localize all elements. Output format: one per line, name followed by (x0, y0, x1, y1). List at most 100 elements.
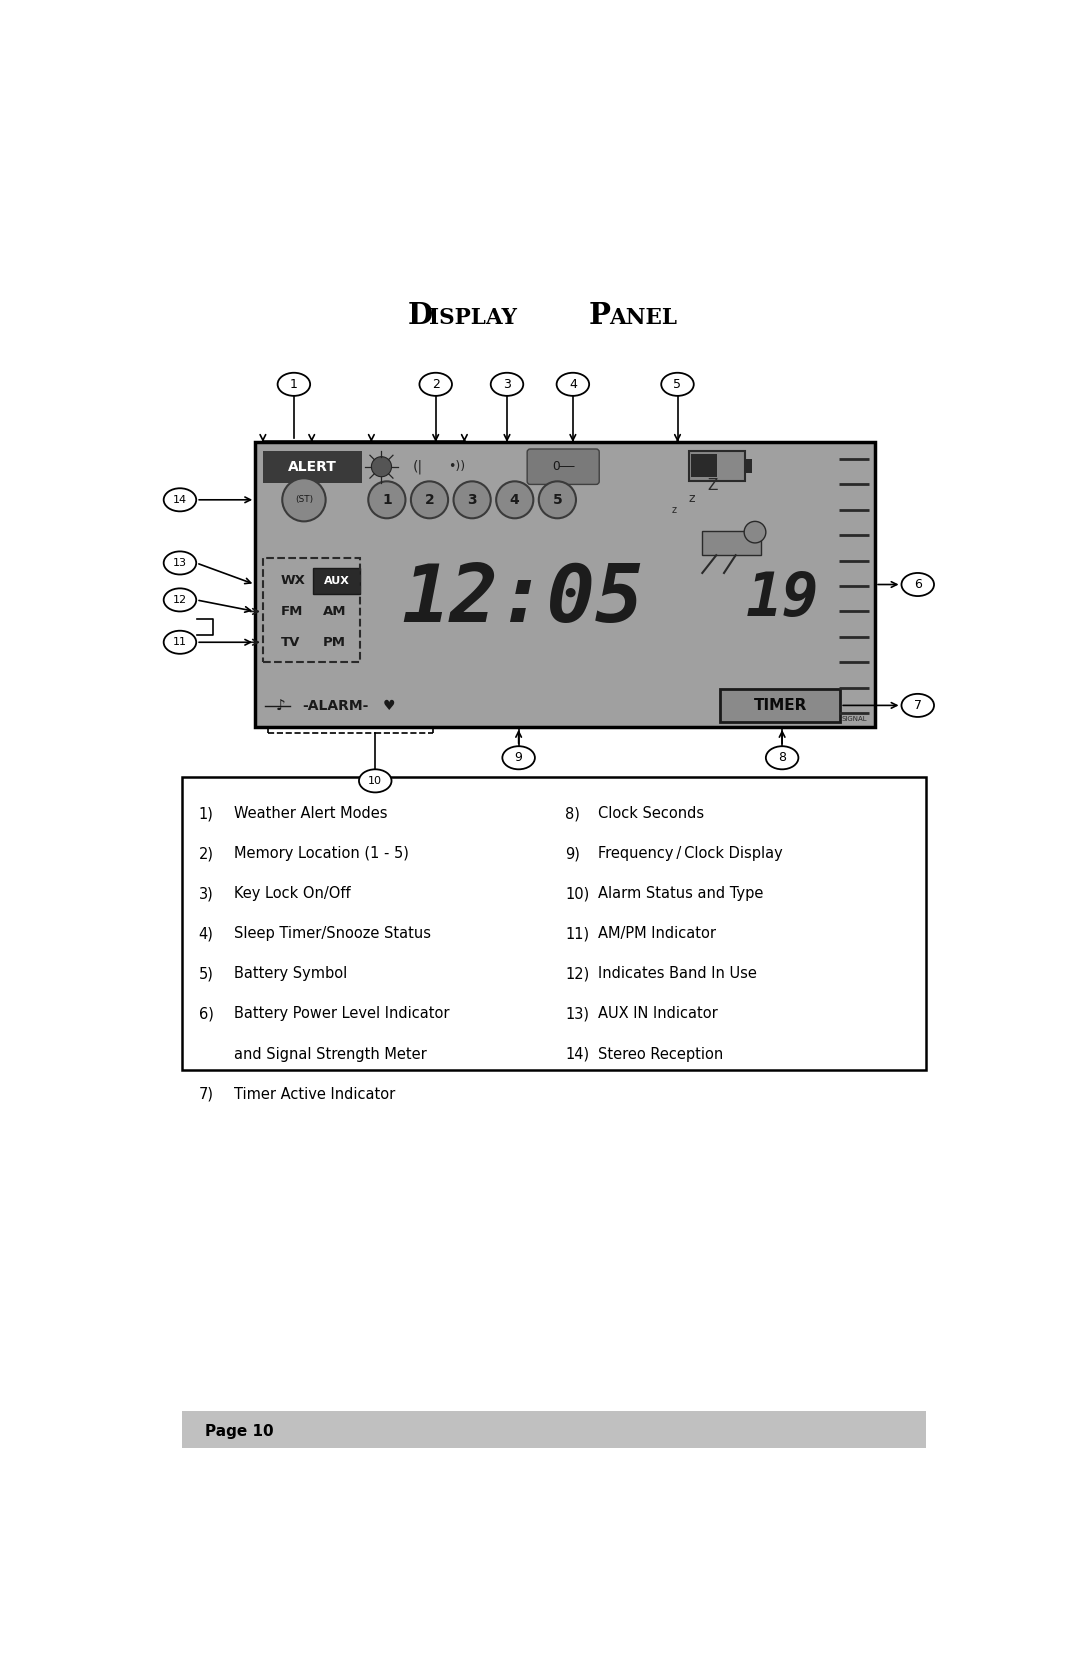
Bar (262, 557, 360, 661)
Ellipse shape (490, 372, 524, 396)
Text: 1: 1 (382, 492, 392, 507)
Text: 12): 12) (565, 966, 590, 981)
Text: 10: 10 (368, 776, 382, 786)
Text: WX: WX (281, 574, 306, 587)
Ellipse shape (359, 769, 392, 793)
Bar (720, 689, 840, 721)
Circle shape (368, 481, 405, 519)
Text: 4: 4 (569, 377, 577, 391)
Circle shape (372, 457, 392, 477)
Text: 13): 13) (565, 1006, 589, 1021)
Text: z: z (688, 492, 694, 504)
Ellipse shape (164, 631, 197, 654)
Ellipse shape (278, 372, 310, 396)
Text: O——: O—— (552, 461, 575, 474)
Ellipse shape (902, 572, 934, 596)
Text: 13: 13 (173, 557, 187, 567)
Text: 9): 9) (565, 846, 580, 861)
Text: ANEL: ANEL (609, 307, 677, 329)
Text: 1: 1 (289, 377, 298, 391)
Text: Sleep Timer/Snooze Status: Sleep Timer/Snooze Status (234, 926, 431, 941)
Text: Stereo Reception: Stereo Reception (598, 1046, 724, 1061)
Ellipse shape (419, 372, 451, 396)
Text: 10): 10) (565, 886, 590, 901)
Text: ♥: ♥ (383, 699, 395, 713)
Text: 12: 12 (173, 594, 187, 604)
Ellipse shape (766, 746, 798, 769)
Text: 8: 8 (778, 751, 786, 764)
Bar (262, 451, 362, 482)
Ellipse shape (661, 372, 693, 396)
Text: FM: FM (281, 604, 303, 618)
Text: Timer Active Indicator: Timer Active Indicator (234, 1087, 395, 1102)
Bar (181, 778, 926, 1070)
Text: 6): 6) (199, 1006, 214, 1021)
Text: Clock Seconds: Clock Seconds (598, 806, 704, 821)
Text: 11): 11) (565, 926, 590, 941)
Text: TIMER: TIMER (754, 698, 807, 713)
Bar (313, 569, 360, 594)
Text: z: z (671, 504, 676, 514)
Text: 2: 2 (424, 492, 434, 507)
Text: 8): 8) (565, 806, 580, 821)
Text: Battery Symbol: Battery Symbol (234, 966, 348, 981)
Ellipse shape (164, 489, 197, 511)
Text: 11: 11 (173, 638, 187, 648)
Text: P: P (589, 300, 610, 329)
Text: 5: 5 (674, 377, 681, 391)
Ellipse shape (502, 746, 535, 769)
Text: 2): 2) (199, 846, 214, 861)
Ellipse shape (902, 694, 934, 718)
Text: Memory Location (1 - 5): Memory Location (1 - 5) (234, 846, 409, 861)
Text: AM/PM Indicator: AM/PM Indicator (598, 926, 716, 941)
Text: Alarm Status and Type: Alarm Status and Type (598, 886, 764, 901)
Circle shape (744, 521, 766, 542)
Text: 3: 3 (468, 492, 477, 507)
Bar (181, 1412, 926, 1449)
Text: AUX: AUX (324, 576, 350, 586)
Text: ♪: ♪ (275, 699, 285, 714)
Text: 9: 9 (515, 751, 523, 764)
Bar (255, 442, 875, 728)
Text: 4: 4 (510, 492, 519, 507)
Text: Page 10: Page 10 (205, 1424, 273, 1439)
Bar (745, 459, 752, 474)
Text: 2: 2 (432, 377, 440, 391)
Text: D: D (408, 300, 433, 329)
Circle shape (454, 481, 490, 519)
Text: 1): 1) (199, 806, 214, 821)
Text: 3): 3) (199, 886, 214, 901)
Text: TV: TV (281, 636, 300, 649)
Text: 14: 14 (173, 494, 187, 504)
Text: 5: 5 (553, 492, 563, 507)
Text: AUX IN Indicator: AUX IN Indicator (598, 1006, 718, 1021)
Text: PM: PM (323, 636, 346, 649)
Text: 7): 7) (199, 1087, 214, 1102)
Ellipse shape (164, 551, 197, 574)
Text: Weather Alert Modes: Weather Alert Modes (234, 806, 388, 821)
Text: (ST): (ST) (295, 496, 313, 504)
Text: -ALARM-: -ALARM- (301, 699, 368, 713)
Circle shape (539, 481, 576, 519)
Bar (691, 454, 716, 477)
Bar (689, 451, 745, 481)
Ellipse shape (164, 589, 197, 611)
Text: (|: (| (413, 459, 423, 474)
Text: 19: 19 (745, 571, 819, 629)
Text: SIGNAL: SIGNAL (841, 716, 866, 723)
Text: Frequency / Clock Display: Frequency / Clock Display (598, 846, 783, 861)
Text: 4): 4) (199, 926, 214, 941)
Text: 5): 5) (199, 966, 214, 981)
Circle shape (410, 481, 448, 519)
Ellipse shape (556, 372, 590, 396)
Text: ALERT: ALERT (288, 459, 337, 474)
Text: 3: 3 (503, 377, 511, 391)
Circle shape (282, 479, 326, 521)
Text: Battery Power Level Indicator: Battery Power Level Indicator (234, 1006, 449, 1021)
Text: Z: Z (707, 479, 717, 494)
Text: 14): 14) (565, 1046, 590, 1061)
Text: and Signal Strength Meter: and Signal Strength Meter (234, 1046, 427, 1061)
Text: 6: 6 (914, 577, 921, 591)
Text: Key Lock On/Off: Key Lock On/Off (234, 886, 351, 901)
Text: •)): •)) (448, 461, 465, 474)
